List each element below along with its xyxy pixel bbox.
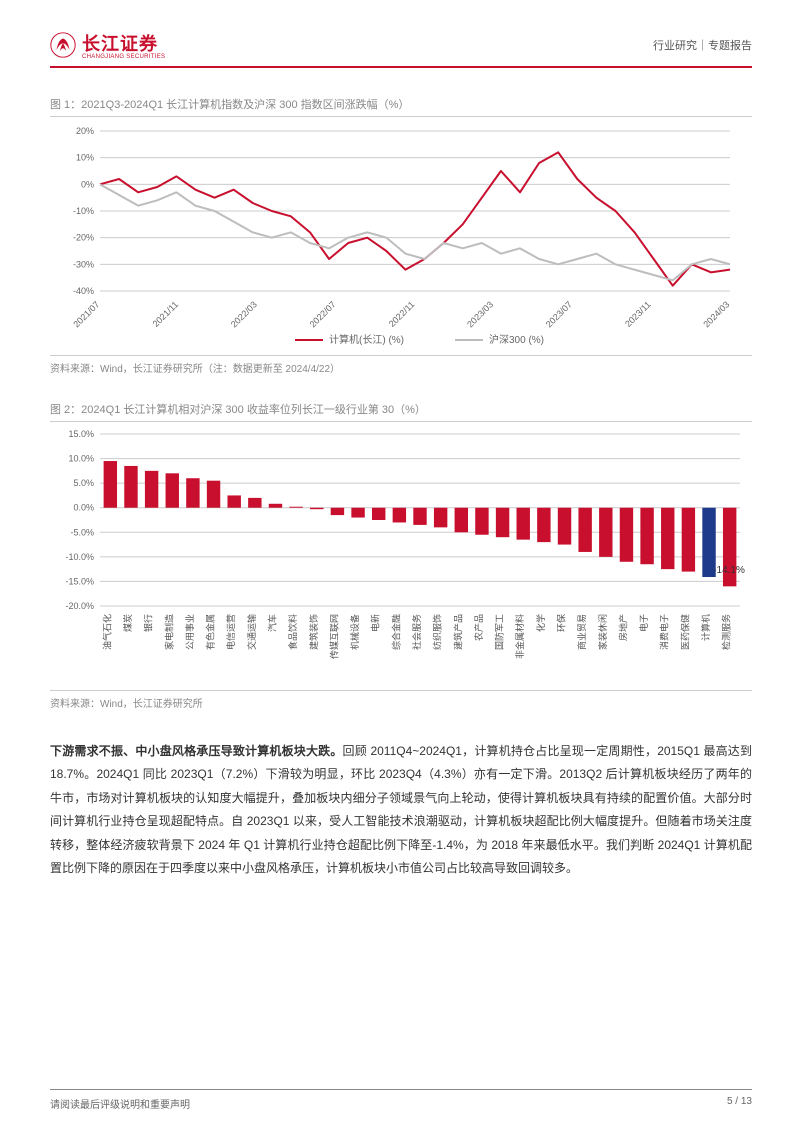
svg-text:房地产: 房地产 bbox=[617, 614, 628, 641]
svg-text:-14.1%: -14.1% bbox=[713, 565, 745, 576]
footer-page-number: 5 / 13 bbox=[727, 1096, 752, 1111]
svg-text:检测服务: 检测服务 bbox=[721, 614, 732, 650]
svg-text:-15.0%: -15.0% bbox=[65, 576, 94, 586]
svg-text:计算机(长江) (%): 计算机(长江) (%) bbox=[329, 333, 404, 346]
svg-text:2021/11: 2021/11 bbox=[151, 299, 181, 329]
svg-text:公用事业: 公用事业 bbox=[184, 614, 195, 650]
svg-text:电子: 电子 bbox=[638, 614, 649, 632]
svg-text:银行: 银行 bbox=[143, 614, 154, 632]
svg-text:传媒互联网: 传媒互联网 bbox=[328, 614, 339, 659]
svg-text:0%: 0% bbox=[81, 179, 94, 189]
svg-text:-5.0%: -5.0% bbox=[70, 527, 94, 537]
brand-logo: 长江证券 CHANGJIANG SECURITIES bbox=[50, 30, 165, 60]
svg-text:消费电子: 消费电子 bbox=[659, 614, 670, 650]
page-footer: 请阅读最后评级说明和重要声明 5 / 13 bbox=[50, 1089, 752, 1111]
svg-text:有色金属: 有色金属 bbox=[205, 614, 216, 650]
svg-text:5.0%: 5.0% bbox=[73, 478, 94, 488]
svg-text:-10%: -10% bbox=[73, 206, 94, 216]
logo-text-en: CHANGJIANG SECURITIES bbox=[82, 54, 165, 60]
svg-text:汽车: 汽车 bbox=[266, 614, 277, 632]
svg-text:医药保健: 医药保健 bbox=[679, 614, 690, 650]
svg-text:家电制造: 家电制造 bbox=[163, 614, 174, 650]
svg-text:2022/03: 2022/03 bbox=[229, 299, 259, 329]
svg-text:煤炭: 煤炭 bbox=[122, 614, 133, 632]
svg-text:-10.0%: -10.0% bbox=[65, 552, 94, 562]
svg-text:10.0%: 10.0% bbox=[68, 454, 94, 464]
svg-text:20%: 20% bbox=[76, 126, 94, 136]
svg-text:交通运输: 交通运输 bbox=[246, 614, 257, 650]
svg-text:2022/11: 2022/11 bbox=[387, 299, 417, 329]
svg-text:2023/03: 2023/03 bbox=[465, 299, 495, 329]
svg-text:-20%: -20% bbox=[73, 233, 94, 243]
svg-text:食品饮料: 食品饮料 bbox=[287, 614, 298, 650]
svg-text:建筑装饰: 建筑装饰 bbox=[308, 614, 319, 650]
svg-text:-40%: -40% bbox=[73, 286, 94, 296]
figure2-source: 资料来源：Wind，长江证券研究所 bbox=[50, 690, 752, 710]
body-lead: 下游需求不振、中小盘风格承压导致计算机板块大跌。 bbox=[50, 744, 343, 758]
footer-disclaimer: 请阅读最后评级说明和重要声明 bbox=[50, 1096, 190, 1111]
page-header: 长江证券 CHANGJIANG SECURITIES 行业研究｜专题报告 bbox=[50, 30, 752, 68]
svg-text:综合金融: 综合金融 bbox=[390, 614, 401, 650]
svg-text:环保: 环保 bbox=[556, 614, 567, 632]
figure1-chart: -40% -30% -20% -10% 0% 10% 20% 2021/07 2021/11 20… bbox=[50, 121, 752, 351]
svg-text:2023/07: 2023/07 bbox=[544, 299, 574, 329]
svg-text:2024/03: 2024/03 bbox=[701, 299, 731, 329]
svg-text:油气石化: 油气石化 bbox=[101, 614, 112, 650]
svg-text:2022/07: 2022/07 bbox=[308, 299, 338, 329]
svg-text:2021/07: 2021/07 bbox=[71, 299, 101, 329]
svg-text:纺织服饰: 纺织服饰 bbox=[432, 614, 443, 650]
svg-text:非金属材料: 非金属材料 bbox=[514, 614, 525, 659]
svg-text:建筑产品: 建筑产品 bbox=[452, 614, 463, 650]
svg-text:机械设备: 机械设备 bbox=[349, 614, 360, 650]
svg-text:化学: 化学 bbox=[535, 614, 546, 632]
svg-text:-20.0%: -20.0% bbox=[65, 601, 94, 611]
svg-text:社会服务: 社会服务 bbox=[411, 614, 422, 650]
figure2-chart: -20.0% -15.0% -10.0% -5.0% 0.0% 5.0% 10.0% 15.0… bbox=[50, 426, 752, 686]
figure1-source: 资料来源：Wind，长江证券研究所（注：数据更新至 2024/4/22） bbox=[50, 355, 752, 375]
svg-text:15.0%: 15.0% bbox=[68, 429, 94, 439]
svg-text:-30%: -30% bbox=[73, 259, 94, 269]
svg-text:计算机: 计算机 bbox=[700, 614, 711, 641]
svg-text:0.0%: 0.0% bbox=[73, 503, 94, 513]
svg-text:家装休闲: 家装休闲 bbox=[597, 614, 608, 650]
figure1-caption: 图 1：2021Q3-2024Q1 长江计算机指数及沪深 300 指数区间涨跌幅… bbox=[50, 96, 752, 117]
header-category: 行业研究｜专题报告 bbox=[653, 37, 752, 53]
body-paragraph: 下游需求不振、中小盘风格承压导致计算机板块大跌。回顾 2011Q4~2024Q1… bbox=[50, 740, 752, 880]
logo-text-cn: 长江证券 bbox=[82, 30, 165, 56]
svg-text:国防军工: 国防军工 bbox=[494, 614, 505, 650]
logo-icon bbox=[50, 32, 76, 58]
body-rest: 回顾 2011Q4~2024Q1，计算机持仓占比呈现一定周期性，2015Q1 最… bbox=[50, 744, 752, 875]
svg-text:2023/11: 2023/11 bbox=[623, 299, 653, 329]
figure2-caption: 图 2：2024Q1 长江计算机相对沪深 300 收益率位列长江一级行业第 30… bbox=[50, 401, 752, 422]
svg-text:农产品: 农产品 bbox=[473, 614, 484, 641]
svg-text:电新: 电新 bbox=[370, 614, 381, 632]
svg-text:10%: 10% bbox=[76, 153, 94, 163]
svg-text:商业贸易: 商业贸易 bbox=[576, 614, 587, 650]
svg-text:电信运营: 电信运营 bbox=[225, 614, 236, 650]
svg-text:沪深300 (%): 沪深300 (%) bbox=[489, 333, 544, 346]
